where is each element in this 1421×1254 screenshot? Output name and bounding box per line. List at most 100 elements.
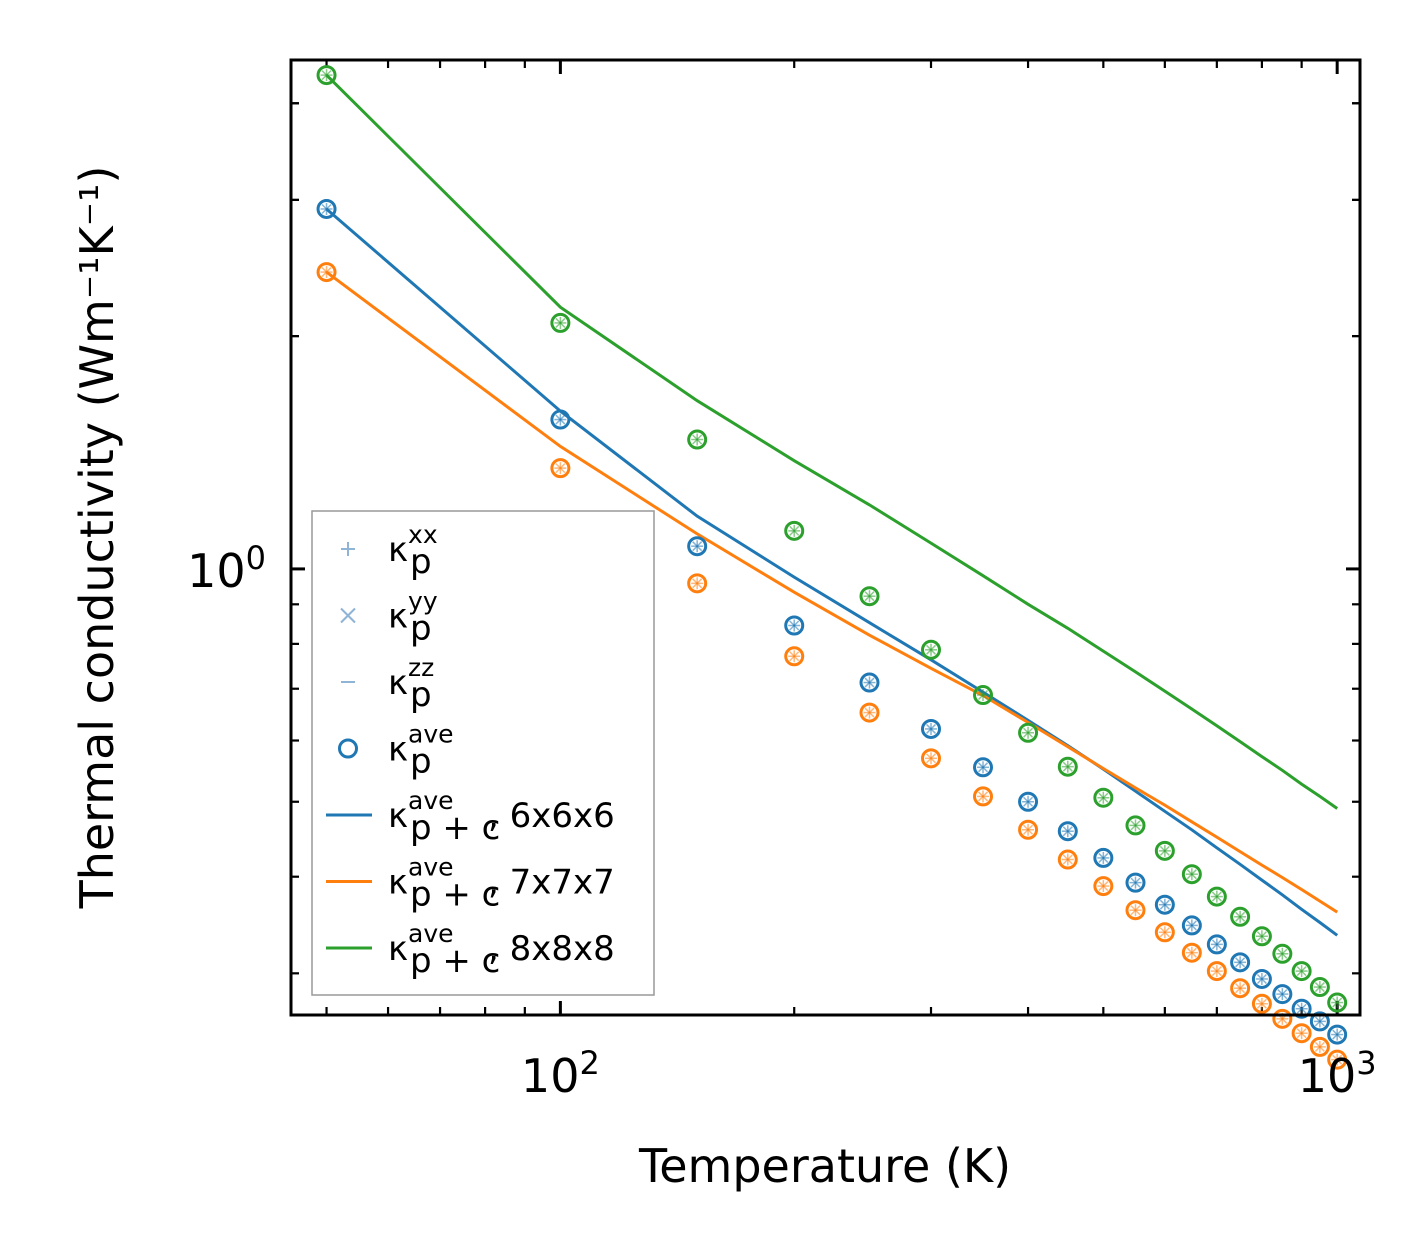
marker-cross: [925, 753, 937, 764]
marker-cross: [1235, 957, 1246, 968]
marker-circle: [687, 536, 708, 557]
marker-cross: [1159, 927, 1170, 938]
marker-cross: [864, 707, 875, 718]
legend-label-base: κ: [388, 730, 408, 770]
data-point: [973, 757, 994, 778]
marker-circle: [784, 520, 805, 541]
legend-label-subscript: p + c: [410, 875, 500, 915]
data-point: [316, 65, 337, 86]
marker-circle: [973, 786, 994, 807]
data-point: [1018, 819, 1039, 840]
marker-cross: [1062, 826, 1073, 837]
x-tick-label-base: 10: [521, 1049, 580, 1103]
data-point: [1327, 1049, 1348, 1070]
marker-circle: [1125, 900, 1146, 921]
series-line-3: [325, 207, 1339, 937]
legend-label-superscript: ave: [408, 720, 454, 749]
marker-circle: [1327, 992, 1348, 1013]
marker-cross: [692, 578, 703, 589]
data-point: [973, 786, 994, 807]
marker-cross: [1186, 947, 1197, 958]
marker-cross: [1159, 899, 1170, 910]
legend-label-superscript: ave: [408, 919, 454, 948]
marker-circle: [1230, 906, 1251, 927]
marker-cross: [1023, 824, 1034, 835]
marker-cross: [555, 463, 566, 474]
marker-cross: [1186, 869, 1197, 880]
legend-label: κyy: [388, 587, 438, 637]
marker-circle: [687, 429, 708, 450]
data-point: [1230, 952, 1251, 973]
legend-label: κave: [388, 919, 454, 969]
marker-circle: [1291, 998, 1312, 1019]
legend-label-suffix: , 8x8x8: [488, 929, 615, 969]
marker-circle: [550, 409, 571, 430]
marker-circle: [1291, 961, 1312, 982]
marker-circle: [1272, 1008, 1293, 1029]
data-point: [1230, 978, 1251, 999]
legend-label-base: κ: [388, 796, 408, 836]
marker-circle: [1093, 847, 1114, 868]
marker-circle: [1154, 922, 1175, 943]
data-point: [1206, 934, 1227, 955]
data-point: [1272, 984, 1293, 1005]
marker-cross: [1235, 983, 1246, 994]
marker-circle: [1154, 894, 1175, 915]
marker-cross: [321, 267, 332, 278]
marker-cross: [925, 644, 937, 655]
series-line-4: [325, 270, 1339, 914]
legend-label-base: κ: [388, 597, 408, 637]
legend-label-subscript: p + c: [410, 808, 500, 848]
marker-circle: [1291, 1023, 1312, 1044]
data-point: [1125, 872, 1146, 893]
y-tick-label-exponent: 0: [246, 539, 266, 577]
marker-cross: [925, 723, 937, 734]
series-lines: [325, 74, 1339, 937]
marker-cross: [1314, 1016, 1325, 1027]
legend-label: κave: [388, 853, 454, 903]
marker-cross: [1211, 966, 1222, 977]
marker-cross: [555, 317, 566, 328]
legend-label-superscript: zz: [408, 653, 434, 682]
marker-cross: [1277, 989, 1288, 1000]
marker-cross: [692, 434, 703, 445]
legend-label-subscript: p: [410, 609, 432, 649]
marker-circle: [1206, 961, 1227, 982]
data-point: [1272, 943, 1293, 964]
data-point: [1018, 722, 1039, 743]
data-point: [1206, 886, 1227, 907]
data-point: [1018, 791, 1039, 812]
marker-cross: [1098, 852, 1109, 863]
data-point: [859, 672, 880, 693]
data-point: [859, 586, 880, 607]
legend-label-base: κ: [388, 863, 408, 903]
marker-circle: [1125, 815, 1146, 836]
legend-label-superscript: ave: [408, 853, 454, 882]
marker-cross: [1098, 792, 1109, 803]
data-point: [859, 702, 880, 723]
data-point: [1093, 876, 1114, 897]
marker-cross: [1235, 911, 1246, 922]
marker-cross: [1023, 727, 1034, 738]
marker-cross: [1314, 982, 1325, 993]
x-tick-label: 103: [1298, 1044, 1377, 1103]
marker-cross: [1159, 845, 1170, 856]
marker-circle: [1125, 872, 1146, 893]
marker-cross: [1332, 997, 1343, 1008]
marker-cross: [1098, 881, 1109, 892]
legend-box: [311, 510, 655, 996]
marker-circle: [1230, 978, 1251, 999]
data-point: [1230, 906, 1251, 927]
data-point: [1291, 961, 1312, 982]
series-line-5: [325, 74, 1339, 810]
x-axis-label: Temperature (K): [638, 1139, 1011, 1193]
marker-cross: [977, 762, 989, 773]
marker-circle: [1272, 943, 1293, 964]
marker-circle: [973, 757, 994, 778]
marker-cross: [1211, 891, 1222, 902]
marker-cross: [1296, 1028, 1307, 1039]
marker-circle: [1272, 984, 1293, 1005]
data-point: [1125, 815, 1146, 836]
y-tick-label: 100: [187, 539, 266, 598]
legend-label-superscript: ave: [408, 786, 454, 815]
